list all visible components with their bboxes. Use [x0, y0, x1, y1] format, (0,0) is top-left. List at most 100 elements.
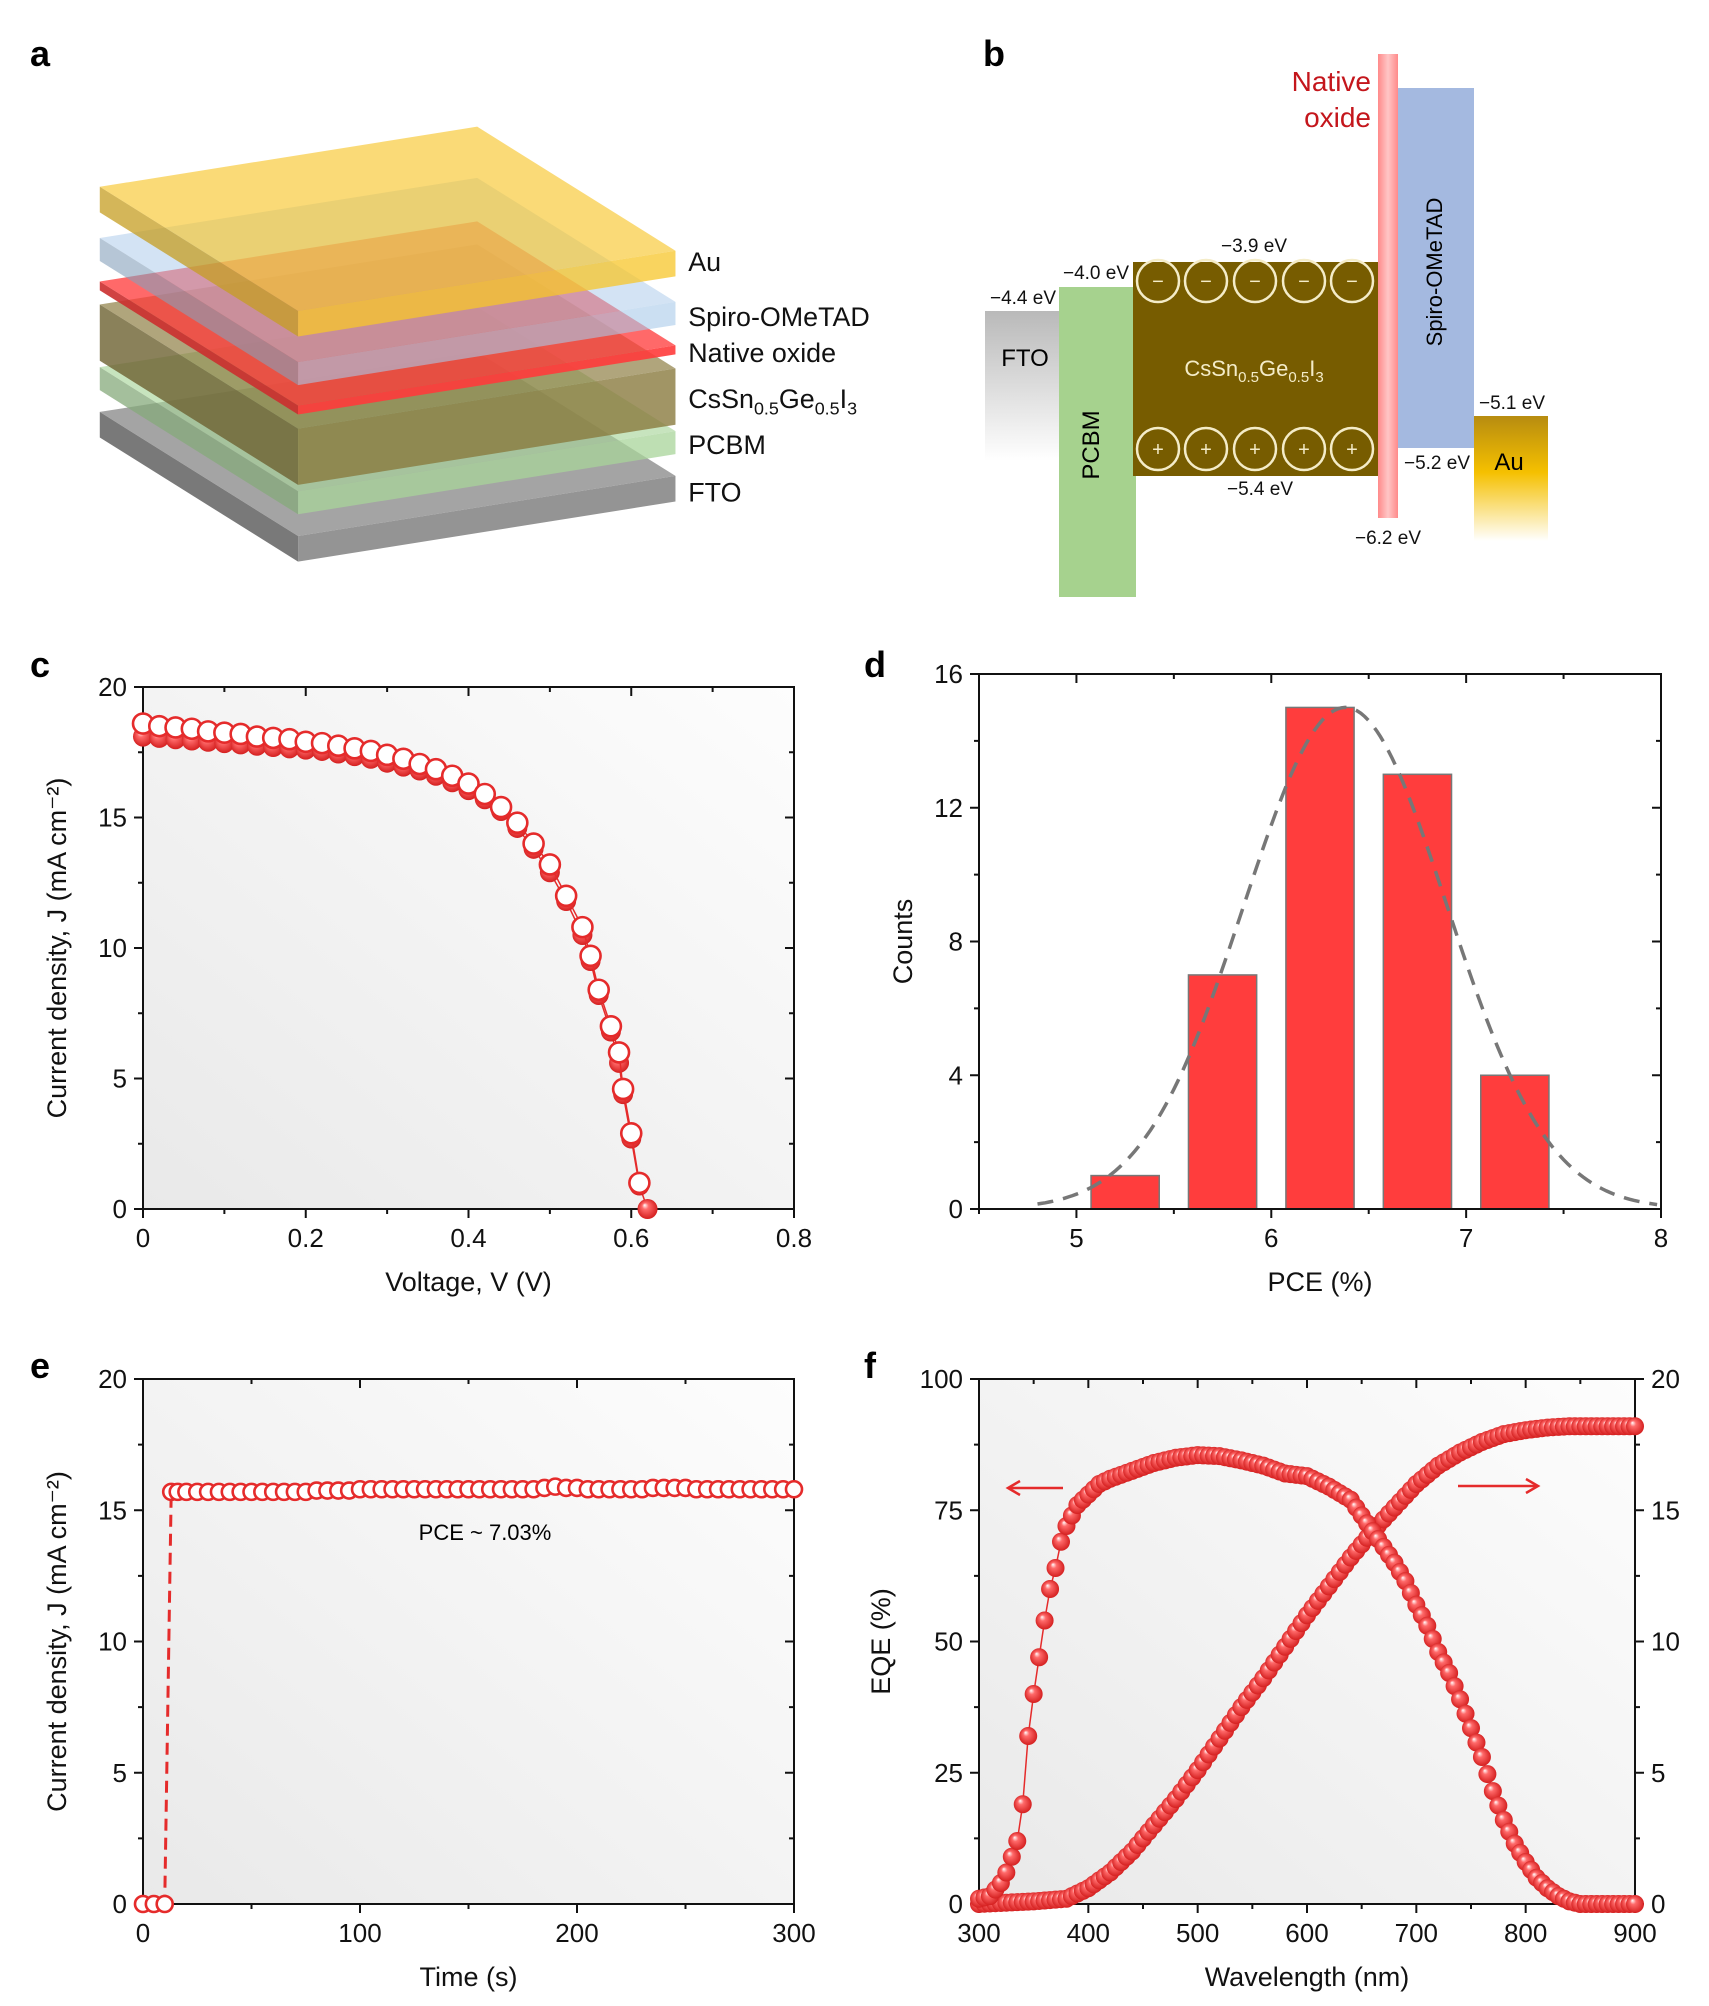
data-point-open	[587, 978, 611, 1002]
native-oxide-level: −6.2 eV	[1355, 528, 1421, 549]
y-tick-label: 20	[98, 1364, 127, 1394]
perovskite-cb-level: −3.9 eV	[1221, 236, 1287, 257]
layer-front-face-spiro	[298, 301, 676, 386]
histogram-bar	[1382, 773, 1453, 1210]
data-point-open	[599, 1015, 623, 1038]
electron-sign: −	[1152, 271, 1164, 293]
eqe-data-point	[1008, 1832, 1027, 1850]
plot-frame	[978, 1378, 1636, 1905]
y-tick-label: 4	[949, 1060, 963, 1090]
eqe-data-point	[1483, 1782, 1502, 1801]
data-point-open	[571, 915, 594, 939]
data-point-open	[489, 795, 513, 819]
histogram-bar	[1285, 706, 1355, 1210]
y-axis-title: EQE (%)	[866, 1588, 896, 1695]
chart-d: 5 6 7 8 0 4 8 12 16 PCE (%) Counts	[888, 659, 1668, 1297]
perovskite-band	[1133, 262, 1378, 476]
histogram-bar	[1480, 1074, 1550, 1210]
electron-sign: −	[1249, 271, 1261, 293]
eqe-data-point	[1013, 1795, 1032, 1814]
hole-sign: +	[1152, 439, 1164, 461]
x-tick-label: 600	[1285, 1918, 1328, 1948]
data-point	[155, 1894, 174, 1914]
x-tick-label: 0.4	[450, 1223, 486, 1253]
plot-frame	[142, 686, 795, 1210]
y-tick-label: 15	[98, 1495, 127, 1525]
layer-front-face-native-oxide	[298, 345, 676, 415]
x-tick-label: 100	[338, 1918, 381, 1948]
x-tick-label: 200	[555, 1918, 598, 1948]
y-tick-label: 25	[934, 1758, 963, 1788]
plot-frame	[978, 673, 1662, 1210]
y-tick-label: 50	[934, 1627, 963, 1657]
panel-label-b: b	[983, 33, 1005, 74]
x-tick-label: 0.6	[613, 1223, 649, 1253]
layer-left-face-pcbm	[99, 367, 299, 515]
data-point	[784, 1479, 804, 1499]
left-axis-arrowhead	[1005, 1479, 1021, 1497]
eqe-data-point	[1626, 1895, 1644, 1913]
data-point-open	[619, 1122, 643, 1145]
y-axis-title: Counts	[888, 899, 918, 985]
y-tick-label: 0	[949, 1889, 963, 1919]
x-axis-title: Voltage, V (V)	[385, 1267, 552, 1297]
y-tick-label: 16	[934, 659, 963, 689]
fto-label: FTO	[1001, 345, 1049, 372]
eqe-data-point	[997, 1863, 1016, 1882]
hole-circle	[1183, 426, 1229, 472]
layer-left-face-spiro	[99, 237, 299, 386]
charts: 0 0.2 0.4 0.6 0.8 0 5 10 15 20 Voltage, V (V) Curre…	[42, 659, 1680, 1992]
layer-left-face-native-oxide	[99, 281, 299, 415]
y-tick-label: 12	[934, 793, 963, 823]
chart-e: 0 100 200 300 0 5 10 15 20 Time (s) Current densit…	[42, 1364, 816, 1992]
panel-label-c: c	[30, 644, 50, 685]
hole-circle	[1329, 426, 1375, 472]
device-stack-labels: Au Spiro-OMeTAD Native oxide CsSn0.5Ge0.…	[688, 247, 870, 507]
eqe-data-point	[1024, 1685, 1043, 1703]
hole-circle	[1135, 426, 1181, 472]
native-oxide-label-2: oxide	[1304, 102, 1371, 133]
eqe-data-point	[1019, 1727, 1038, 1745]
electron-sign: −	[1298, 271, 1310, 293]
pcbm-label: PCBM	[1078, 410, 1105, 479]
x-tick-label: 0	[136, 1918, 150, 1948]
data-point-open	[607, 1041, 631, 1064]
eqe-data-point	[1035, 1611, 1054, 1630]
hole-circle	[1232, 426, 1278, 472]
y-tick-label: 10	[98, 1627, 127, 1657]
x-tick-label: 6	[1264, 1223, 1278, 1253]
x-tick-label: 300	[957, 1918, 1000, 1948]
layer-top-face-au	[99, 126, 676, 311]
y-tick-label: 10	[98, 933, 127, 963]
au-band	[1474, 416, 1548, 541]
au-label: Au	[1494, 449, 1523, 476]
eqe-data-point	[1489, 1796, 1508, 1815]
x-tick-label: 0.2	[288, 1223, 324, 1253]
eqe-data-point	[1456, 1704, 1475, 1723]
chart-c: 0 0.2 0.4 0.6 0.8 0 5 10 15 20 Voltage, V (V) Curre…	[42, 672, 812, 1297]
histogram-bar	[1187, 974, 1258, 1210]
pce-annotation: PCE ~ 7.03%	[419, 1520, 552, 1545]
x-tick-label: 300	[772, 1918, 815, 1948]
hole-sign: +	[1249, 439, 1261, 461]
layer-label-native-oxide: Native oxide	[688, 338, 836, 368]
right-axis-arrowhead	[1525, 1477, 1541, 1495]
spiro-level: −5.2 eV	[1404, 453, 1470, 474]
panel-label-d: d	[864, 644, 886, 685]
charge-carriers: − + − + − + − + − +	[1135, 258, 1375, 472]
data-point-open	[611, 1077, 635, 1101]
hole-sign: +	[1298, 439, 1310, 461]
eqe-data-point	[1478, 1765, 1497, 1784]
electron-circle	[1183, 258, 1229, 304]
au-level: −5.1 eV	[1479, 393, 1545, 414]
data-point-open	[554, 884, 578, 908]
eqe-data-point	[1462, 1719, 1480, 1738]
plot-frame	[142, 1378, 795, 1905]
layer-front-face-au	[298, 250, 676, 337]
y2-tick-label: 20	[1651, 1364, 1680, 1394]
panel-label-a: a	[30, 33, 51, 74]
pcbm-band	[1059, 287, 1136, 597]
data-point-open	[506, 811, 529, 835]
x-tick-label: 800	[1504, 1918, 1547, 1948]
